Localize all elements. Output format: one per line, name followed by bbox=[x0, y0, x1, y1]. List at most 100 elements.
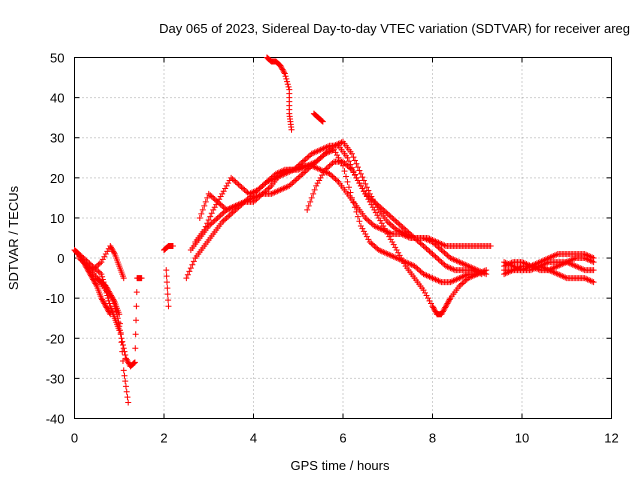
series-track-18 bbox=[501, 259, 597, 274]
data-point bbox=[313, 182, 320, 189]
data-point bbox=[310, 161, 317, 168]
data-point bbox=[426, 297, 433, 304]
data-point bbox=[350, 169, 357, 176]
data-point bbox=[105, 308, 112, 315]
data-point bbox=[116, 323, 123, 330]
data-point bbox=[551, 269, 558, 276]
data-point bbox=[308, 150, 315, 157]
data-point bbox=[328, 161, 335, 168]
data-point bbox=[536, 263, 543, 270]
data-point bbox=[220, 217, 227, 224]
data-point bbox=[414, 237, 421, 244]
data-point bbox=[93, 281, 100, 288]
data-point bbox=[460, 279, 467, 286]
data-point bbox=[422, 271, 429, 278]
data-point bbox=[517, 266, 524, 273]
data-point bbox=[243, 198, 250, 205]
data-point bbox=[451, 277, 458, 284]
data-point bbox=[111, 249, 118, 256]
data-point bbox=[249, 195, 256, 202]
data-point bbox=[354, 164, 361, 171]
data-point bbox=[460, 273, 467, 280]
data-point bbox=[554, 271, 561, 278]
data-point bbox=[342, 173, 349, 180]
data-point bbox=[439, 241, 446, 248]
data-point bbox=[368, 201, 375, 208]
data-point bbox=[460, 261, 467, 268]
data-point bbox=[393, 247, 400, 254]
data-point bbox=[433, 255, 440, 262]
data-point bbox=[439, 308, 446, 315]
data-point bbox=[565, 259, 572, 266]
data-point bbox=[447, 265, 454, 272]
data-point bbox=[183, 275, 190, 282]
data-point bbox=[387, 221, 394, 228]
data-point bbox=[445, 299, 452, 306]
data-point bbox=[219, 210, 226, 217]
data-point bbox=[299, 158, 306, 165]
data-point bbox=[426, 237, 433, 244]
data-point bbox=[395, 227, 402, 234]
x-tick-label: 10 bbox=[515, 431, 529, 446]
data-point bbox=[371, 222, 378, 229]
data-point bbox=[222, 185, 229, 192]
data-point bbox=[383, 250, 390, 257]
data-point bbox=[544, 259, 551, 266]
data-point bbox=[223, 206, 230, 213]
data-point bbox=[444, 252, 451, 259]
data-point bbox=[395, 249, 402, 256]
x-axis-label: GPS time / hours bbox=[291, 458, 390, 473]
data-point bbox=[201, 202, 208, 209]
data-point bbox=[108, 245, 115, 252]
data-point bbox=[231, 177, 238, 184]
data-point bbox=[202, 223, 209, 230]
x-tick-label: 6 bbox=[339, 431, 346, 446]
data-point bbox=[326, 148, 333, 155]
data-point bbox=[301, 169, 308, 176]
data-point bbox=[362, 190, 369, 197]
data-point bbox=[392, 217, 399, 224]
data-point bbox=[229, 209, 236, 216]
data-point bbox=[539, 261, 546, 268]
data-point bbox=[420, 271, 427, 278]
data-point bbox=[359, 174, 366, 181]
data-point bbox=[399, 257, 406, 264]
data-point bbox=[544, 266, 551, 273]
data-point bbox=[205, 190, 212, 197]
data-point bbox=[223, 214, 230, 221]
data-point bbox=[210, 206, 217, 213]
data-point bbox=[408, 232, 415, 239]
data-point bbox=[308, 162, 315, 169]
data-point bbox=[374, 224, 381, 231]
data-point bbox=[395, 255, 402, 262]
data-point bbox=[274, 188, 281, 195]
data-point bbox=[283, 184, 290, 191]
data-point bbox=[401, 260, 408, 267]
data-point bbox=[374, 212, 381, 219]
data-point bbox=[360, 228, 367, 235]
data-point bbox=[296, 173, 303, 180]
data-point bbox=[466, 274, 473, 281]
data-point bbox=[435, 244, 442, 251]
data-point bbox=[130, 360, 137, 367]
data-point bbox=[447, 279, 454, 286]
data-point bbox=[254, 192, 261, 199]
data-point bbox=[444, 263, 451, 270]
data-point bbox=[445, 264, 452, 271]
data-point bbox=[410, 233, 417, 240]
data-point bbox=[399, 224, 406, 231]
data-point bbox=[442, 251, 449, 258]
data-point bbox=[350, 154, 357, 161]
data-point bbox=[389, 239, 396, 246]
y-tick-label: 30 bbox=[50, 131, 64, 146]
data-point bbox=[95, 261, 102, 268]
data-point bbox=[375, 224, 382, 231]
data-point bbox=[356, 180, 363, 187]
data-point bbox=[338, 139, 345, 146]
data-point bbox=[538, 262, 545, 269]
data-point bbox=[363, 216, 370, 223]
data-point bbox=[334, 177, 341, 184]
data-point bbox=[416, 239, 423, 246]
data-point bbox=[384, 230, 391, 237]
series-track-14 bbox=[310, 110, 326, 125]
